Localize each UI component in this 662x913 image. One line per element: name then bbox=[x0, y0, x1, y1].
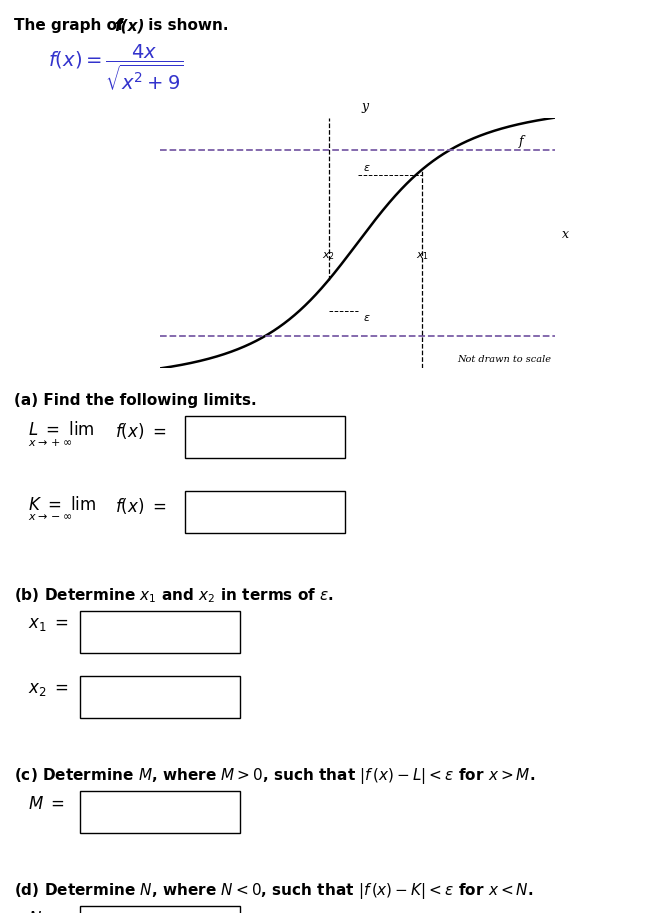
Bar bbox=[80, 791, 240, 833]
Bar bbox=[80, 906, 240, 913]
Text: (c) Determine $M$, where $M > 0$, such that $|f\,(x) - L| < \varepsilon$ for $x : (c) Determine $M$, where $M > 0$, such t… bbox=[14, 766, 535, 786]
Text: (b) Determine $x_1$ and $x_2$ in terms of $\varepsilon$.: (b) Determine $x_1$ and $x_2$ in terms o… bbox=[14, 586, 334, 604]
Text: $f(x)\ =$: $f(x)\ =$ bbox=[115, 496, 166, 516]
Text: $f(x)\ =$: $f(x)\ =$ bbox=[115, 421, 166, 441]
Text: $M\ =$: $M\ =$ bbox=[28, 796, 65, 813]
Text: $N\ =$: $N\ =$ bbox=[28, 911, 63, 913]
Text: $f(x) = \dfrac{4x}{\sqrt{x^2+9}}$: $f(x) = \dfrac{4x}{\sqrt{x^2+9}}$ bbox=[48, 42, 184, 92]
Bar bbox=[185, 416, 345, 458]
Text: $x_1\ =$: $x_1\ =$ bbox=[28, 616, 69, 633]
Text: is shown.: is shown. bbox=[143, 18, 228, 33]
Text: (a) Find the following limits.: (a) Find the following limits. bbox=[14, 393, 257, 408]
Text: $x{\to}-\infty$: $x{\to}-\infty$ bbox=[28, 512, 72, 522]
Text: $L\ =\ \lim$: $L\ =\ \lim$ bbox=[28, 421, 95, 439]
Text: $x_1$: $x_1$ bbox=[416, 250, 429, 262]
Text: The graph of: The graph of bbox=[14, 18, 129, 33]
Bar bbox=[80, 676, 240, 718]
Text: x: x bbox=[562, 228, 569, 241]
Text: (d) Determine $N$, where $N < 0$, such that $|f\,(x) - K| < \varepsilon$ for $x : (d) Determine $N$, where $N < 0$, such t… bbox=[14, 881, 534, 901]
Text: $K\ =\ \lim$: $K\ =\ \lim$ bbox=[28, 496, 96, 514]
Text: $\varepsilon$: $\varepsilon$ bbox=[363, 312, 371, 322]
Text: f: f bbox=[519, 135, 524, 148]
Bar bbox=[185, 491, 345, 533]
Bar bbox=[80, 611, 240, 653]
Text: $x_2\ =$: $x_2\ =$ bbox=[28, 681, 69, 698]
Text: y: y bbox=[362, 100, 369, 112]
Text: $x_2$: $x_2$ bbox=[322, 250, 335, 262]
Text: $\varepsilon$: $\varepsilon$ bbox=[363, 163, 371, 173]
Text: $x{\to}+\infty$: $x{\to}+\infty$ bbox=[28, 437, 72, 448]
Text: Not drawn to scale: Not drawn to scale bbox=[457, 355, 551, 364]
Text: f(x): f(x) bbox=[114, 18, 144, 33]
